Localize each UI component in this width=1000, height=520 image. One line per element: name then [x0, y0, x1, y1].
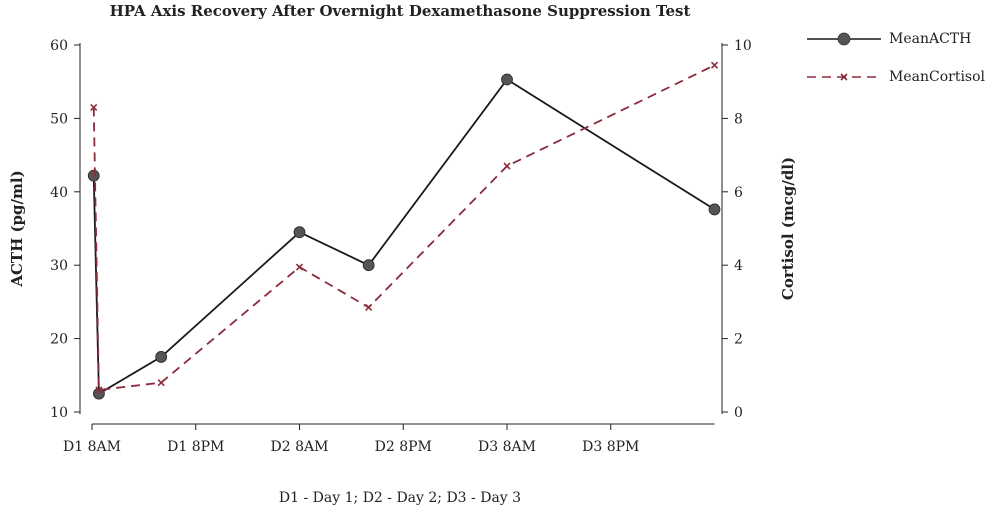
x-tick-label: D2 8PM — [375, 439, 432, 455]
y-right-tick-label: 4 — [734, 258, 743, 274]
acth-point — [93, 387, 105, 400]
y-right-tick-label: 2 — [734, 332, 743, 348]
legend-swatch-acth — [807, 32, 881, 46]
acth-point — [362, 259, 375, 272]
series-line-meanacth — [92, 78, 715, 396]
footnote: D1 - Day 1; D2 - Day 2; D3 - Day 3 — [278, 490, 522, 506]
acth-point — [87, 169, 100, 182]
acth-point — [708, 203, 721, 216]
cortisol-point — [90, 103, 98, 111]
y-right-tick-label: 0 — [734, 405, 743, 421]
acth-point — [155, 351, 168, 363]
acth-point — [501, 73, 513, 86]
series-line-meancortisol — [92, 64, 715, 391]
y-left-tick-label: 30 — [50, 258, 68, 274]
cortisol-point — [95, 386, 103, 394]
legend-label-acth: MeanACTH — [889, 31, 972, 47]
x-tick-label: D2 8AM — [271, 439, 329, 455]
cortisol-point — [710, 61, 719, 69]
legend-item-cortisol: MeanCortisol — [805, 66, 995, 88]
cortisol-point — [157, 379, 165, 387]
cortisol-point — [365, 303, 373, 311]
legend-item-acth: MeanACTH — [805, 28, 995, 50]
x-tick-label: D1 8AM — [63, 439, 121, 455]
y-left-tick-label: 50 — [50, 111, 68, 127]
chart-title: HPA Axis Recovery After Overnight Dexame… — [109, 2, 691, 20]
y-right-tick-label: 10 — [734, 38, 752, 54]
y-left-tick-label: 40 — [50, 185, 68, 201]
legend-label-cortisol: MeanCortisol — [889, 69, 986, 85]
y-left-axis-title: ACTH (pg/ml) — [8, 170, 26, 287]
x-tick-label: D3 8AM — [478, 439, 536, 455]
y-left-tick-label: 10 — [50, 405, 68, 421]
legend: MeanACTH MeanCortisol — [805, 28, 995, 104]
y-right-axis-title: Cortisol (mcg/dl) — [779, 157, 797, 300]
x-tick-label: D1 8PM — [167, 439, 224, 455]
legend-swatch-cortisol — [807, 73, 881, 81]
y-left-tick-label: 60 — [50, 38, 68, 54]
cortisol-point — [295, 263, 304, 271]
y-right-tick-label: 8 — [734, 111, 743, 127]
y-left-tick-label: 20 — [50, 332, 68, 348]
y-right-tick-label: 6 — [734, 185, 743, 201]
cortisol-point — [503, 162, 511, 170]
acth-point — [293, 226, 306, 239]
x-tick-label: D3 8PM — [582, 439, 639, 455]
